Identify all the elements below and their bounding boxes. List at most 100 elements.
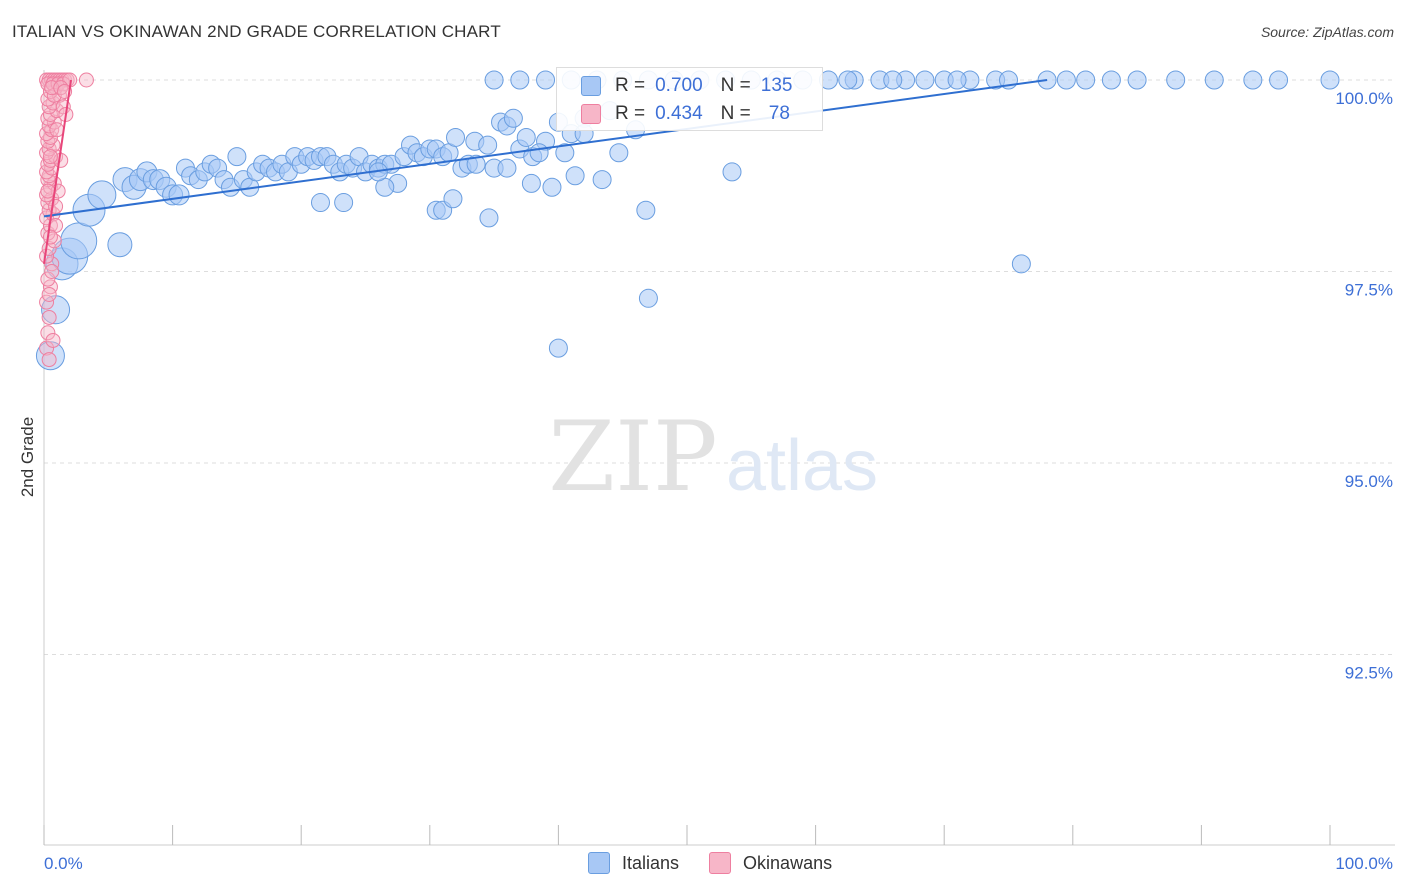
okinawans-point	[48, 198, 64, 214]
italians-point	[1243, 70, 1263, 90]
okinawans-point	[51, 87, 67, 103]
trend-lines	[43, 79, 1048, 264]
italians-point	[310, 193, 330, 213]
italians-point	[107, 232, 133, 258]
legend-row-okinawans: R = 0.434 N = 78	[581, 102, 790, 126]
italians-point	[479, 208, 499, 228]
okinawans-point	[42, 152, 58, 168]
italians-point	[1076, 70, 1096, 90]
italians-point	[1320, 70, 1340, 90]
watermark-atlas: atlas	[726, 426, 878, 506]
italians-point	[722, 162, 742, 182]
watermark: ZIP atlas	[548, 401, 878, 513]
italians-point	[609, 143, 629, 163]
italians-point	[503, 108, 523, 128]
stats-legend: R = 0.700 N = 135 R = 0.434 N = 78	[556, 67, 823, 131]
italians-point	[227, 147, 247, 167]
okinawans-point	[41, 352, 57, 368]
legend-r-label: R =	[615, 75, 646, 96]
okinawans-point	[40, 183, 56, 199]
italians-point	[592, 170, 612, 190]
italians-point	[1011, 254, 1031, 274]
okinawans-point	[45, 332, 61, 348]
italians-point	[521, 173, 541, 193]
source-label: Source: ZipAtlas.com	[1260, 24, 1394, 40]
italians-point	[555, 143, 575, 163]
italians-trend-line	[43, 79, 1048, 218]
okinawans-point	[41, 309, 57, 325]
italians-point	[60, 222, 98, 260]
italians-point	[636, 200, 656, 220]
italians-point	[883, 70, 903, 90]
italians-point	[1056, 70, 1076, 90]
legend-item-okinawans[interactable]: Okinawans	[709, 852, 832, 874]
italians-point	[443, 189, 463, 209]
okinawans-point	[40, 325, 56, 341]
italians-point	[87, 180, 117, 210]
italians-point	[334, 193, 354, 213]
italians-point	[1127, 70, 1147, 90]
axes	[43, 70, 1395, 846]
watermark-zip: ZIP	[548, 401, 717, 513]
y-tick-label: 95.0%	[1345, 472, 1393, 491]
italians-point	[510, 70, 530, 90]
italians-point	[638, 288, 658, 308]
legend-swatch-italians	[588, 852, 610, 874]
legend-r-label: R =	[615, 103, 646, 124]
italians-point	[497, 158, 517, 178]
okinawans-trend-line	[43, 79, 72, 264]
legend-row-italians: R = 0.700 N = 135	[581, 74, 792, 98]
y-tick-label: 100.0%	[1335, 89, 1393, 108]
legend-r-value: 0.434	[655, 103, 703, 124]
legend-n-value: 78	[768, 103, 790, 124]
x-tick-labels: 0.0% 100.0%	[44, 854, 1393, 873]
italians-point	[168, 184, 190, 206]
italians-point	[529, 143, 549, 163]
italians-point	[478, 135, 498, 155]
legend-n-label: N =	[720, 103, 751, 124]
series-legend: Italians Okinawans	[588, 852, 862, 874]
legend-label-okinawans: Okinawans	[743, 852, 833, 873]
y-tick-label: 97.5%	[1345, 281, 1393, 300]
okinawans-point	[41, 118, 57, 134]
italians-point	[1166, 70, 1186, 90]
y-tick-label: 92.5%	[1345, 664, 1393, 683]
italians-point	[1101, 70, 1121, 90]
legend-swatch-italians	[581, 76, 601, 96]
italians-point	[915, 70, 935, 90]
okinawans-point	[39, 164, 55, 180]
italians-point	[838, 70, 858, 90]
legend-swatch-okinawans	[581, 104, 601, 124]
x-tick-label: 100.0%	[1335, 854, 1393, 873]
italians-point	[516, 127, 536, 147]
legend-swatch-okinawans	[709, 852, 732, 874]
legend-n-value: 135	[760, 75, 793, 96]
italians-point	[484, 70, 504, 90]
italians-point	[536, 70, 556, 90]
okinawans-point	[78, 72, 94, 88]
legend-label-italians: Italians	[622, 852, 680, 873]
italians-points	[35, 70, 1340, 371]
legend-r-value: 0.700	[655, 75, 703, 96]
okinawans-point	[39, 340, 55, 356]
okinawans-point	[44, 264, 60, 279]
italians-point	[548, 338, 568, 358]
italians-point	[565, 166, 585, 186]
y-tick-labels: 92.5% 95.0% 97.5% 100.0%	[1335, 89, 1393, 683]
italians-point	[446, 127, 466, 147]
okinawans-point	[49, 122, 65, 138]
gridlines	[44, 79, 1395, 655]
x-tick-label: 0.0%	[44, 854, 83, 873]
legend-item-italians[interactable]: Italians	[588, 852, 679, 874]
okinawans-point	[41, 286, 57, 302]
italians-point	[466, 154, 486, 174]
okinawans-point	[42, 149, 58, 165]
chart-title: ITALIAN VS OKINAWAN 2ND GRADE CORRELATIO…	[12, 22, 501, 41]
italians-point	[1204, 70, 1224, 90]
italians-point	[542, 177, 562, 197]
okinawans-point	[42, 229, 58, 245]
legend-n-label: N =	[720, 75, 751, 96]
italians-point	[947, 70, 967, 90]
y-axis-title: 2nd Grade	[18, 417, 37, 497]
